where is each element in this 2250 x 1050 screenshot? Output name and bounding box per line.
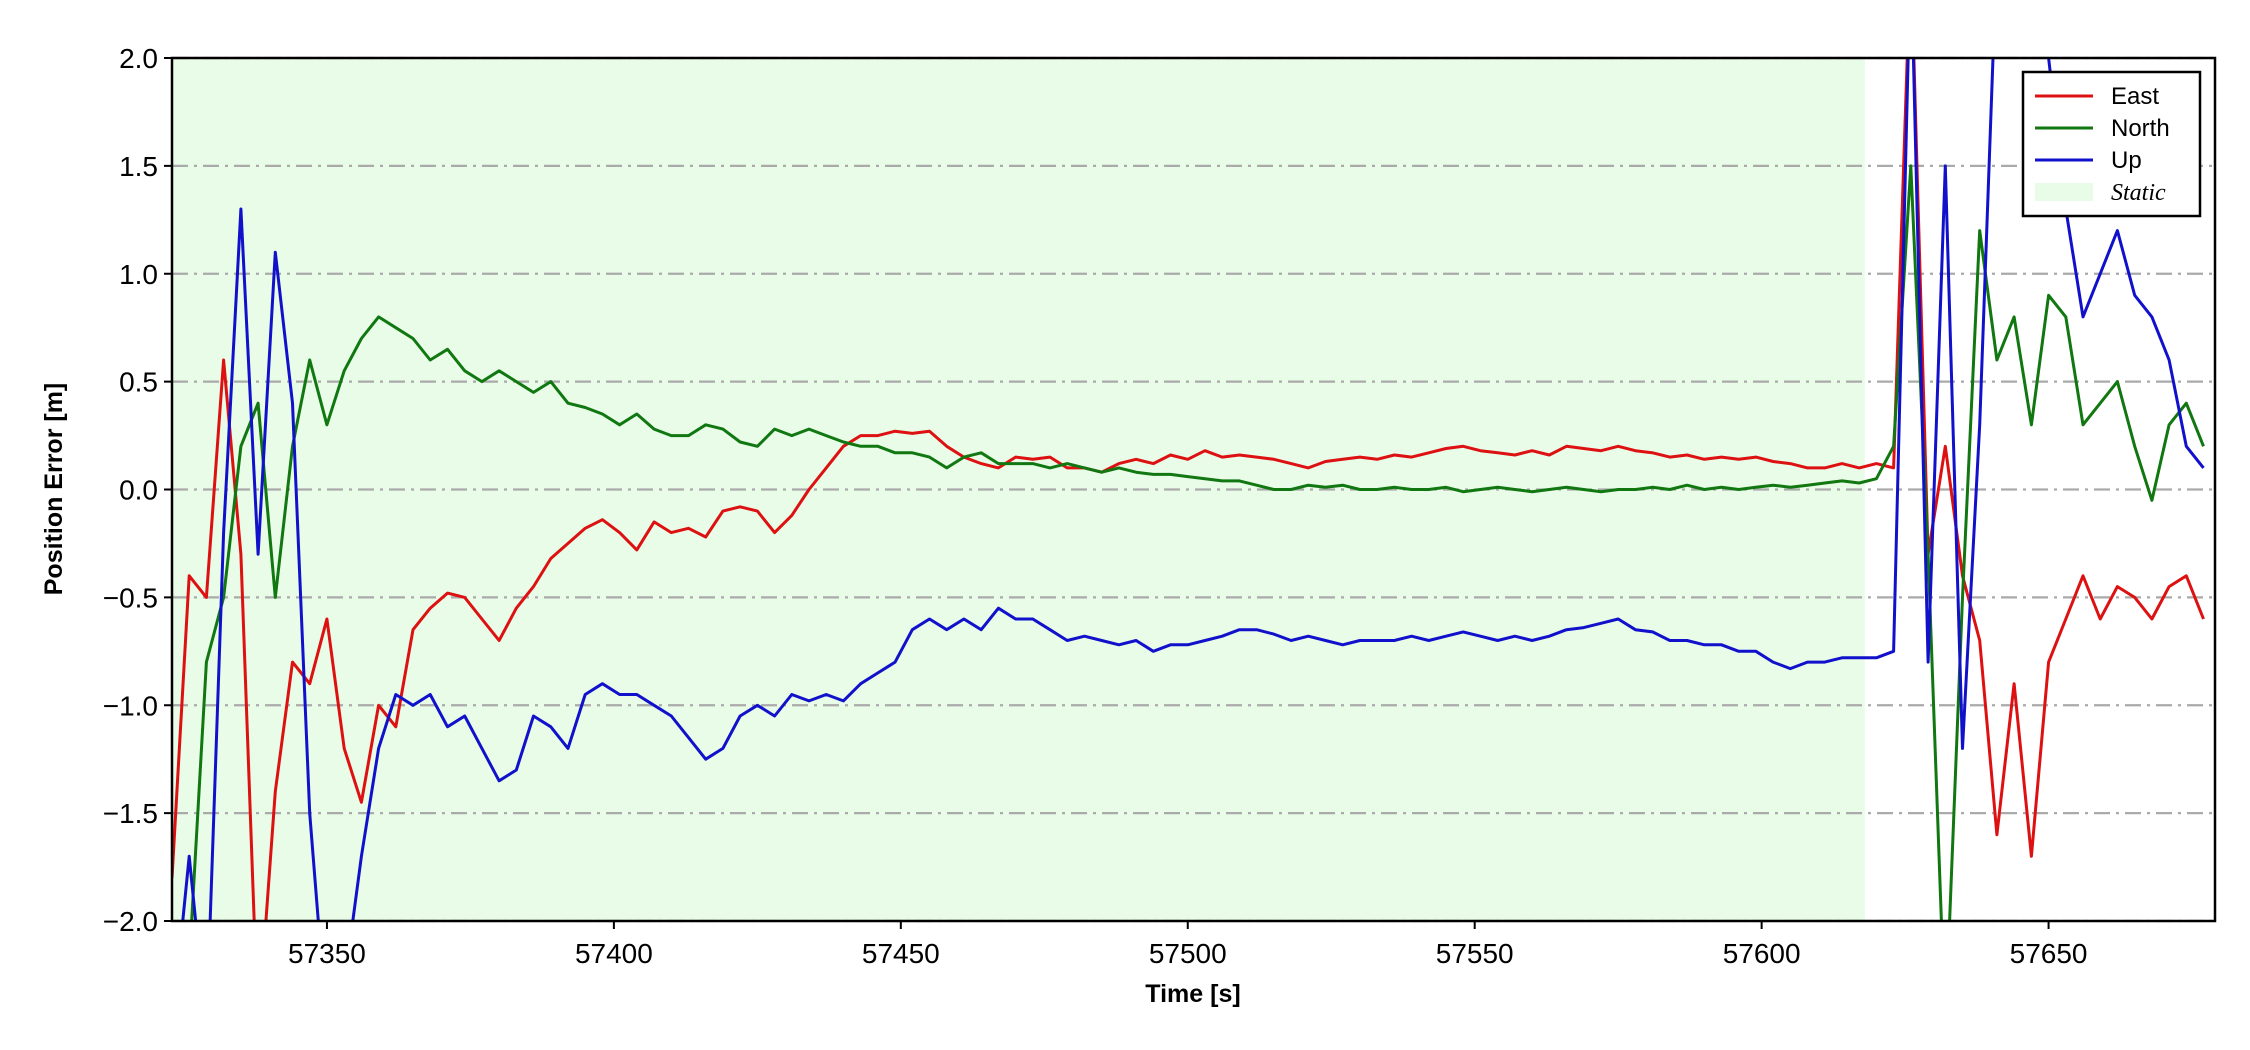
x-tick-label: 57550: [1436, 938, 1514, 969]
x-axis-label: Time [s]: [1145, 980, 1240, 1008]
legend-label: North: [2111, 115, 2170, 142]
legend-label: Static: [2111, 180, 2166, 206]
x-tick-label: 57450: [862, 938, 940, 969]
y-tick-label: 1.0: [119, 259, 158, 290]
x-tick-label: 57600: [1723, 938, 1801, 969]
plot-lines: [172, 58, 2205, 921]
y-tick-label: 0.5: [119, 367, 158, 398]
legend-label: East: [2111, 83, 2159, 110]
y-axis-label: Position Error [m]: [40, 383, 68, 596]
y-tick-label: −1.5: [103, 798, 158, 829]
y-tick-label: 2.0: [119, 43, 158, 74]
y-tick-label: −2.0: [103, 906, 158, 937]
data-line: [181, 58, 2205, 921]
x-tick-label: 57400: [575, 938, 653, 969]
y-tick-label: 1.5: [119, 151, 158, 182]
data-line: [190, 164, 2205, 921]
x-tick-label: 57500: [1149, 938, 1227, 969]
y-tick-label: −1.0: [103, 690, 158, 721]
data-line: [172, 58, 2205, 921]
legend-label: Up: [2111, 147, 2142, 174]
y-tick-label: −0.5: [103, 582, 158, 613]
x-tick-label: 57650: [2010, 938, 2088, 969]
y-tick-label: 0.0: [119, 475, 158, 506]
x-tick-label: 57350: [288, 938, 366, 969]
plot-frame: [170, 56, 2217, 923]
legend-swatch: [2035, 183, 2093, 201]
